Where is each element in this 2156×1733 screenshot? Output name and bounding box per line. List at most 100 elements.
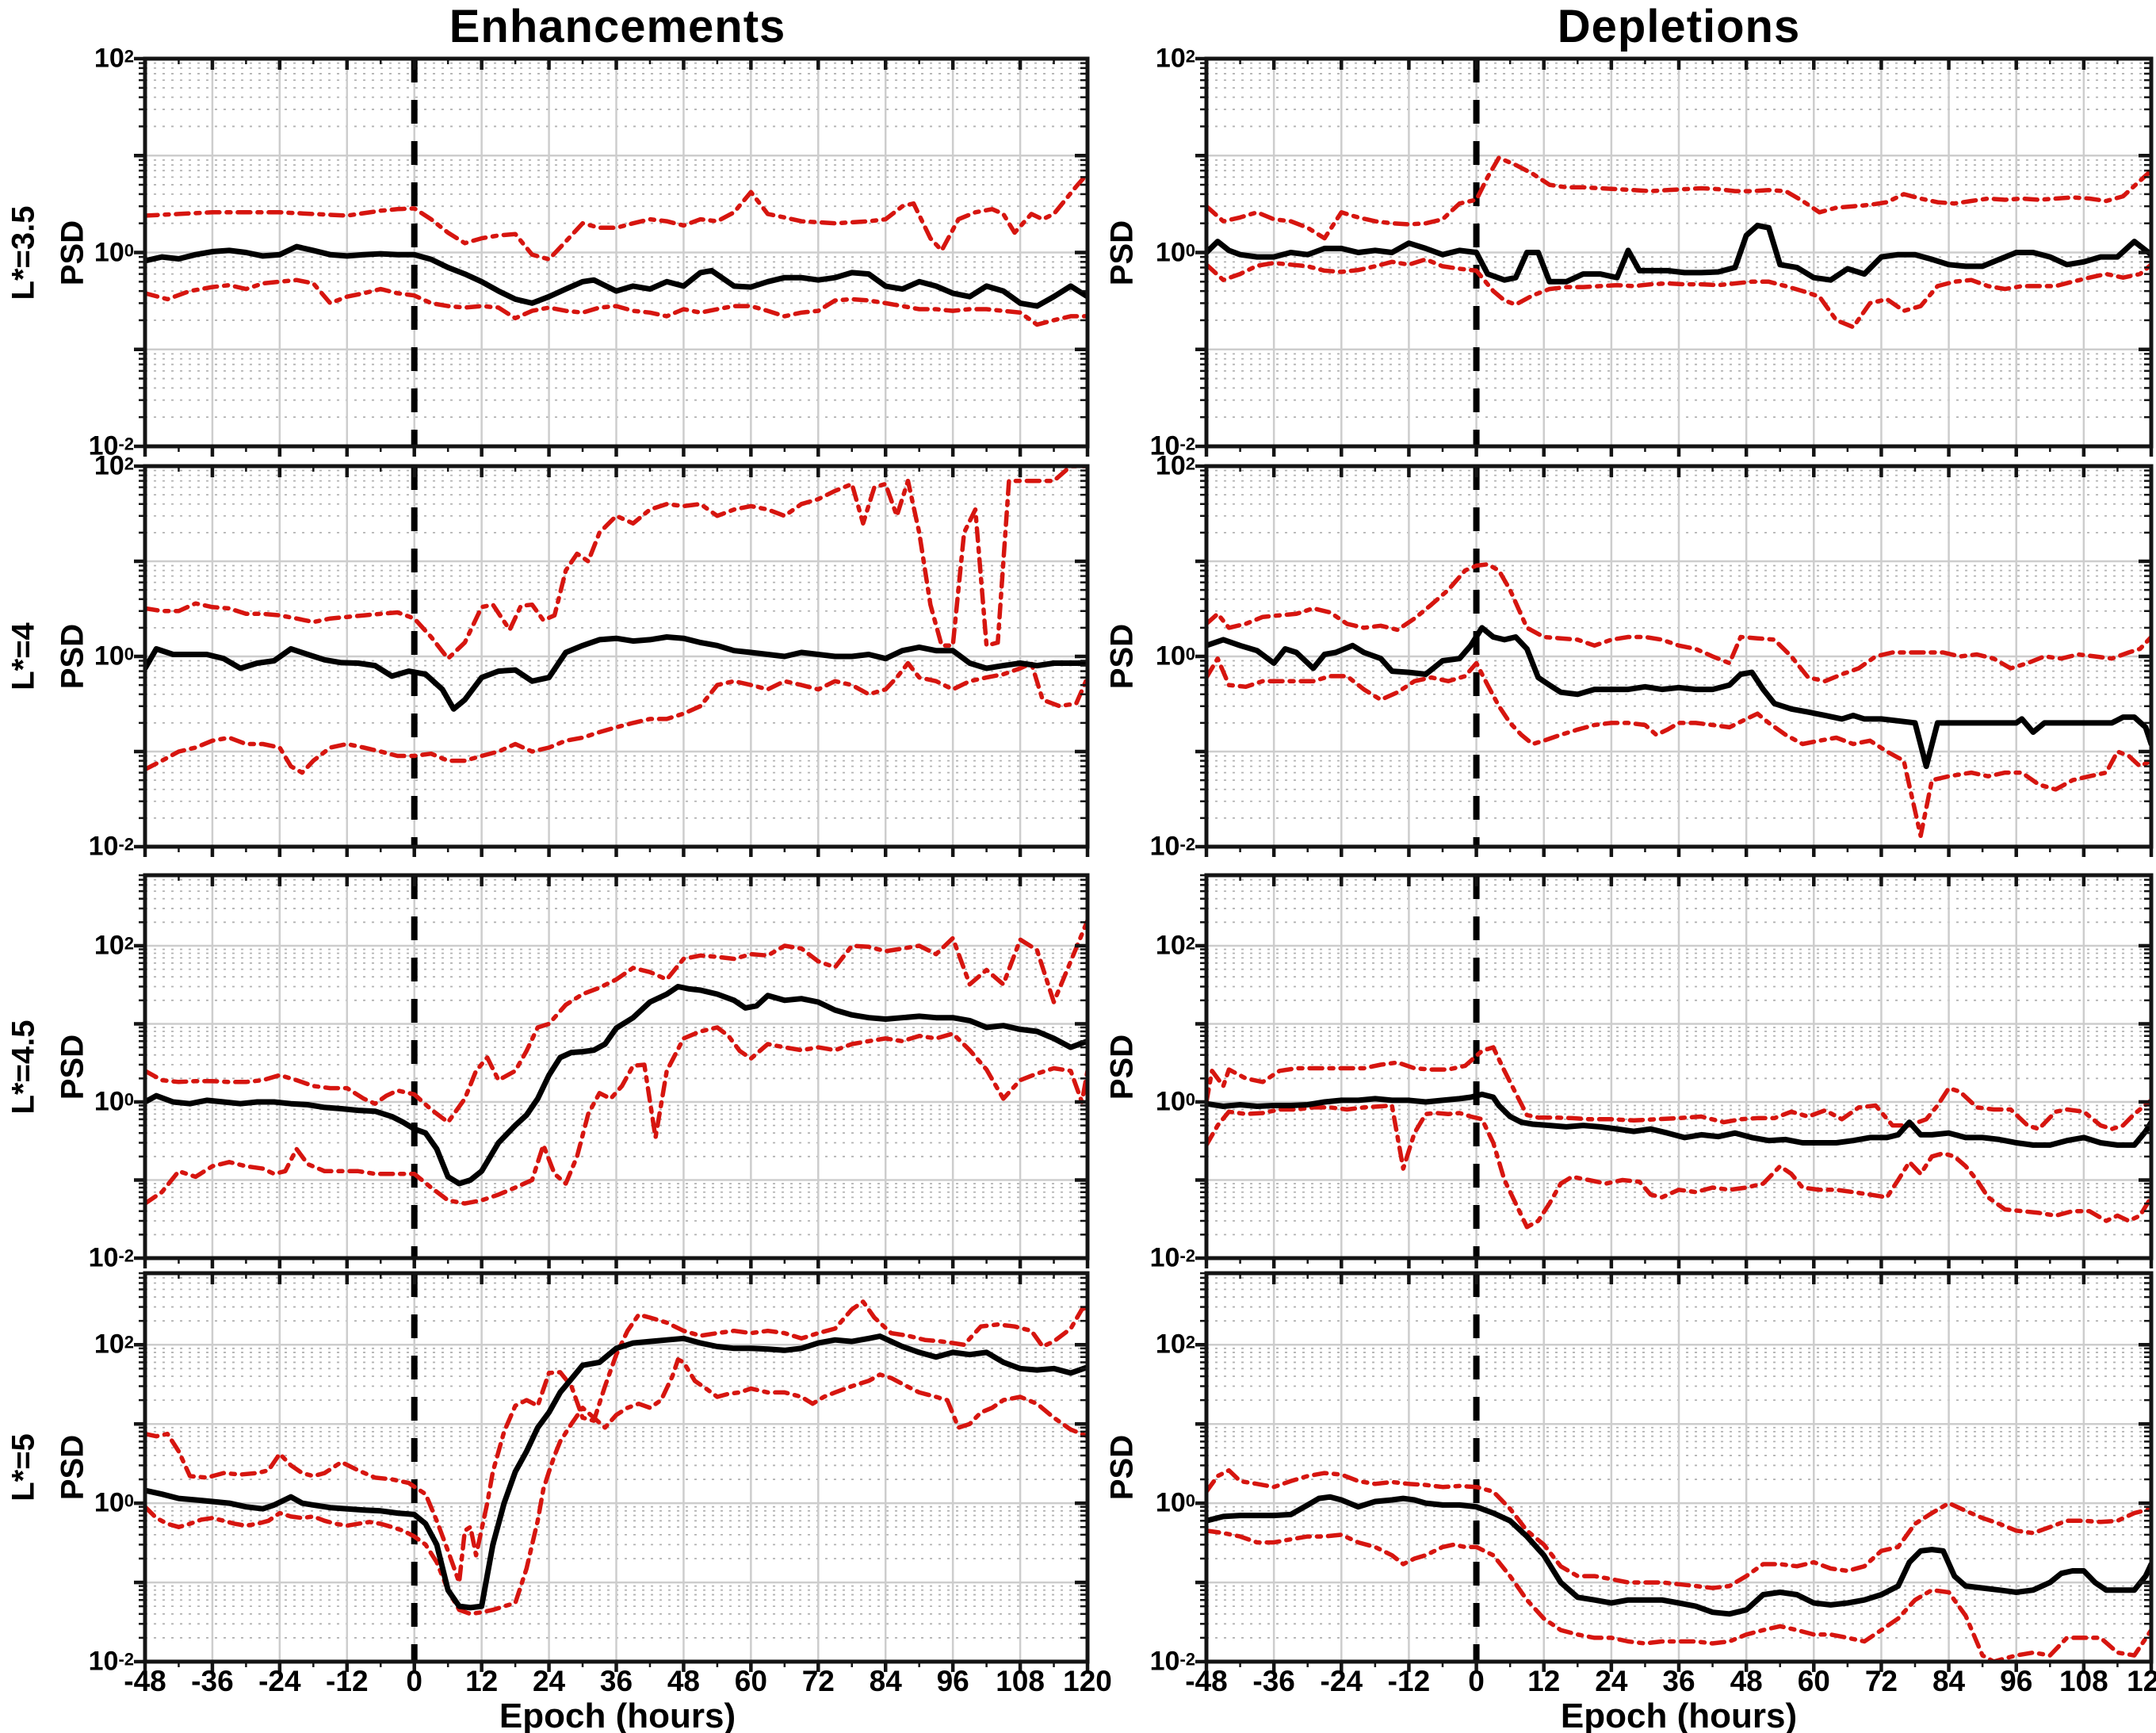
y-tick-label: 102 xyxy=(1155,930,1195,961)
x-tick-label: -48 xyxy=(124,1665,166,1697)
x-tick-label: 60 xyxy=(734,1665,767,1697)
y-tick-label: 100 xyxy=(94,1487,134,1518)
median-line xyxy=(1206,625,2151,770)
x-tick-label: -36 xyxy=(1252,1665,1295,1697)
panel-depletions-l3.5 xyxy=(1195,56,2154,457)
lower-quartile-line xyxy=(1206,257,2151,330)
y-axis-label: PSD xyxy=(55,1434,90,1501)
upper-quartile-line xyxy=(1206,562,2151,683)
x-tick-label: -36 xyxy=(191,1665,234,1697)
x-tick-label: 120 xyxy=(1063,1665,1112,1697)
x-tick-label: -24 xyxy=(1320,1665,1363,1697)
y-tick-label: 102 xyxy=(1155,450,1195,481)
panel-depletions-l4 xyxy=(1195,464,2154,857)
x-tick-label: 84 xyxy=(1932,1665,1966,1697)
x-tick-label: 96 xyxy=(936,1665,969,1697)
x-tick-label: 12 xyxy=(1527,1665,1561,1697)
y-tick-label: 102 xyxy=(1155,43,1195,74)
median-line xyxy=(145,984,1088,1187)
y-tick-label: 102 xyxy=(94,450,134,481)
y-tick-label: 10-2 xyxy=(1149,831,1195,862)
y-axis-label: PSD xyxy=(55,1034,90,1100)
y-tick-label: 10-2 xyxy=(1149,1646,1195,1677)
x-tick-label: 12 xyxy=(465,1665,499,1697)
y-tick-label: 102 xyxy=(1155,1329,1195,1360)
panel-depletions-l5 xyxy=(1195,1271,2154,1672)
y-axis-label: PSD xyxy=(1104,220,1140,285)
panel-enhancements-l3.5 xyxy=(134,56,1090,457)
lower-quartile-line xyxy=(1206,656,2151,839)
x-tick-label: 36 xyxy=(599,1665,633,1697)
median-line xyxy=(1206,222,2151,285)
x-tick-label: 24 xyxy=(1595,1665,1628,1697)
plot-area xyxy=(145,466,1088,847)
column-title-enhancements: Enhancements xyxy=(449,1,786,52)
x-tick-label: -12 xyxy=(326,1665,369,1697)
y-tick-label: 102 xyxy=(94,930,134,961)
y-tick-label: 10-2 xyxy=(1149,1242,1195,1273)
x-tick-label: 48 xyxy=(1730,1665,1763,1697)
lower-quartile-line xyxy=(145,660,1088,775)
y-tick-label: 10-2 xyxy=(1149,430,1195,461)
row-label: L*=4.5 xyxy=(6,1020,41,1114)
x-tick-label: 96 xyxy=(2000,1665,2033,1697)
upper-quartile-line xyxy=(145,918,1088,1125)
y-tick-label: 100 xyxy=(1155,1487,1195,1518)
column-title-depletions: Depletions xyxy=(1557,1,1801,52)
x-tick-label: 0 xyxy=(406,1665,422,1697)
panel-depletions-l4.5 xyxy=(1195,873,2154,1268)
x-tick-label: 0 xyxy=(1468,1665,1485,1697)
median-line xyxy=(145,243,1088,309)
y-tick-label: 100 xyxy=(94,641,134,671)
row-label: L*=5 xyxy=(6,1433,41,1502)
median-line xyxy=(145,1333,1088,1611)
plot-area xyxy=(1206,59,2151,446)
x-tick-label: 108 xyxy=(996,1665,1045,1697)
y-tick-label: 100 xyxy=(1155,641,1195,671)
x-tick-label: 48 xyxy=(667,1665,700,1697)
panel-enhancements-l4 xyxy=(134,464,1090,857)
upper-quartile-line xyxy=(1206,1467,2151,1590)
y-tick-label: 100 xyxy=(94,1086,134,1117)
upper-quartile-line xyxy=(1206,1045,2151,1131)
plot-area xyxy=(1206,875,2151,1258)
plot-area xyxy=(145,1273,1088,1662)
y-axis-label: PSD xyxy=(1104,1434,1140,1501)
x-tick-label: 108 xyxy=(2059,1665,2108,1697)
y-tick-label: 10-2 xyxy=(88,430,134,461)
upper-quartile-line xyxy=(1206,155,2151,241)
median-line xyxy=(1206,1494,2151,1617)
panel-enhancements-l5 xyxy=(134,1271,1090,1672)
y-tick-label: 10-2 xyxy=(88,1242,134,1273)
plot-area xyxy=(145,59,1088,446)
plot-area xyxy=(145,875,1088,1258)
upper-quartile-line xyxy=(145,466,1088,661)
x-tick-label: 36 xyxy=(1662,1665,1695,1697)
x-tick-label: -24 xyxy=(258,1665,301,1697)
y-tick-label: 102 xyxy=(94,1329,134,1360)
y-tick-label: 10-2 xyxy=(88,831,134,862)
lower-quartile-line xyxy=(145,277,1088,327)
y-tick-label: 100 xyxy=(94,237,134,267)
x-tick-label: 120 xyxy=(2127,1665,2156,1697)
lower-quartile-line xyxy=(1206,1103,2151,1230)
x-axis-label-right: Epoch (hours) xyxy=(1560,1697,1798,1733)
median-line xyxy=(1206,1091,2151,1148)
x-tick-label: -48 xyxy=(1185,1665,1228,1697)
plot-area xyxy=(1206,466,2151,847)
x-tick-label: -12 xyxy=(1387,1665,1431,1697)
row-label: L*=3.5 xyxy=(6,205,41,300)
y-axis-label: PSD xyxy=(55,623,90,690)
median-line xyxy=(145,634,1088,712)
plot-area xyxy=(1206,1273,2151,1662)
x-tick-label: 24 xyxy=(532,1665,566,1697)
panel-enhancements-l4.5 xyxy=(134,873,1090,1268)
y-axis-label: PSD xyxy=(1104,1034,1140,1100)
x-tick-label: 72 xyxy=(801,1665,835,1697)
lower-quartile-line xyxy=(145,1357,1088,1616)
upper-quartile-line xyxy=(145,171,1088,262)
y-tick-label: 100 xyxy=(1155,1086,1195,1117)
x-tick-label: 60 xyxy=(1797,1665,1830,1697)
y-axis-label: PSD xyxy=(1104,623,1140,690)
